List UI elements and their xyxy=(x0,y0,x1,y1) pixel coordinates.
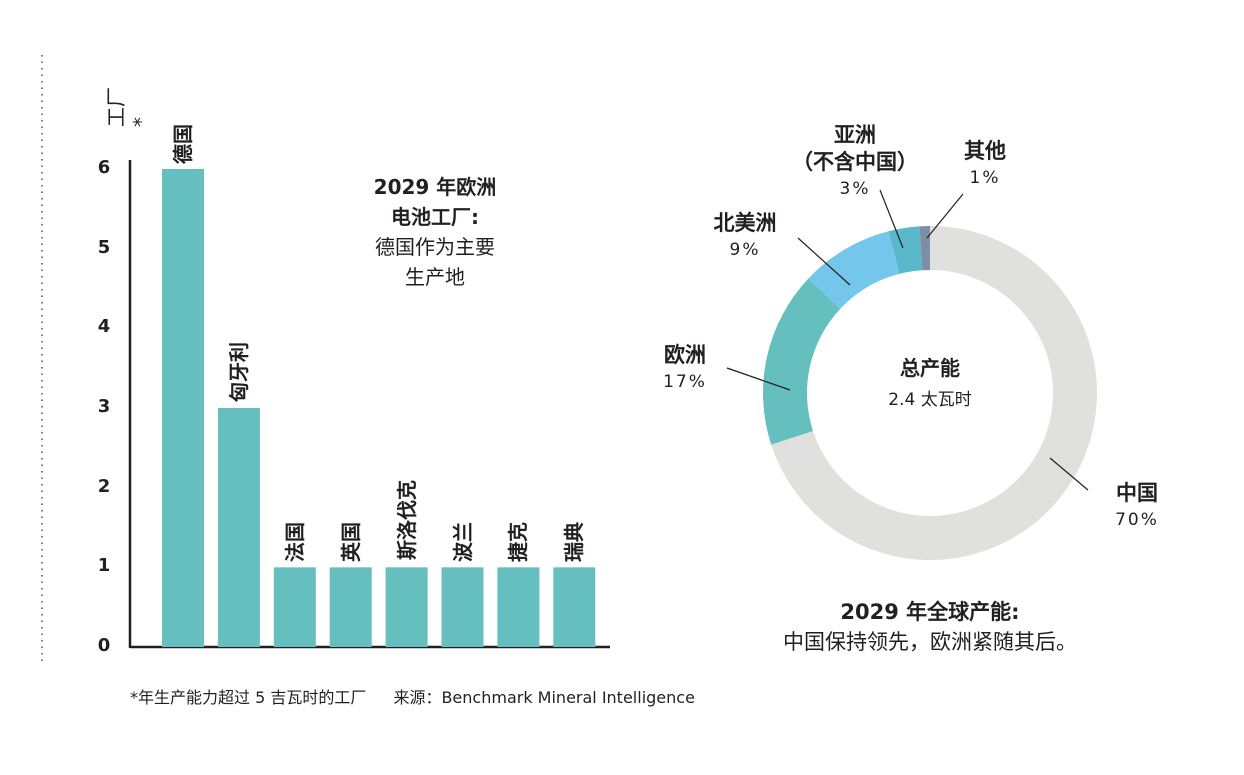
donut-title-block: 2029 年全球产能: 中国保持领先，欧洲紧随其后。 xyxy=(720,597,1140,657)
bar-波兰 xyxy=(441,567,484,647)
slice-name: 欧洲 xyxy=(664,343,706,367)
slice-percent: 17% xyxy=(663,372,707,392)
source: 来源：Benchmark Mineral Intelligence xyxy=(393,688,695,707)
y-tick-label: 4 xyxy=(97,316,111,338)
leader-line xyxy=(926,193,964,239)
slice-name: 中国 xyxy=(1116,481,1158,505)
donut-slice-亚洲 xyxy=(888,226,923,274)
slice-label-欧洲: 欧洲 17% xyxy=(640,342,730,396)
bar-label: 波兰 xyxy=(450,522,475,563)
slice-label-其他: 其他 1% xyxy=(940,138,1030,192)
bar-瑞典 xyxy=(553,567,596,647)
bar-法国 xyxy=(273,567,316,647)
y-tick-label: 2 xyxy=(97,475,111,497)
y-tick-label: 5 xyxy=(97,236,111,258)
leader-line xyxy=(797,237,851,286)
footer: *年生产能力超过 5 吉瓦时的工厂 来源：Benchmark Mineral I… xyxy=(130,684,695,708)
y-tick-label: 0 xyxy=(97,635,111,656)
leader-line xyxy=(879,189,904,249)
bar-chart-subtitle: 德国作为主要生产地 xyxy=(375,235,495,289)
bar-label: 英国 xyxy=(338,522,363,563)
leader-line xyxy=(1049,457,1089,491)
bar-label: 法国 xyxy=(282,522,307,563)
slice-percent: 70% xyxy=(1115,510,1159,530)
bar-chart-title: 2029 年欧洲电池工厂: xyxy=(373,175,497,229)
slice-name-note: （不含中国） xyxy=(792,150,918,174)
donut-title: 2029 年全球产能: xyxy=(840,600,1020,624)
slice-label-中国: 中国 70% xyxy=(1092,480,1182,534)
bar-label: 匈牙利 xyxy=(226,342,251,402)
slice-label-亚洲: 亚洲 （不含中国） 3% xyxy=(780,122,930,203)
slice-label-北美洲: 北美洲 9% xyxy=(700,210,790,264)
bar-label: 瑞典 xyxy=(562,522,587,563)
footnote: *年生产能力超过 5 吉瓦时的工厂 xyxy=(130,688,367,707)
donut-center-value: 2.4 太瓦时 xyxy=(888,390,972,410)
bar-英国 xyxy=(329,567,372,647)
slice-name: 亚洲 xyxy=(834,123,876,147)
donut-center: 总产能 2.4 太瓦时 xyxy=(830,352,1030,410)
y-tick-label: 6 xyxy=(97,157,111,178)
bar-label: 捷克 xyxy=(506,522,531,563)
bar-捷克 xyxy=(497,567,540,647)
slice-percent: 9% xyxy=(729,240,761,260)
donut-slice-北美洲 xyxy=(808,231,900,309)
slice-percent: 3% xyxy=(839,179,871,199)
y-axis-label: 工厂* xyxy=(104,87,153,127)
slice-name: 北美洲 xyxy=(713,211,777,235)
slice-name: 其他 xyxy=(964,139,1006,163)
bar-chart-title-block: 2029 年欧洲电池工厂: 德国作为主要生产地 xyxy=(345,172,525,292)
bar-label: 斯洛伐克 xyxy=(394,480,419,561)
slice-percent: 1% xyxy=(969,168,1001,188)
bar-匈牙利 xyxy=(217,408,260,647)
donut-center-title: 总产能 xyxy=(900,356,960,380)
y-tick-label: 1 xyxy=(97,555,111,577)
bar-德国 xyxy=(162,169,204,647)
donut-slice-欧洲 xyxy=(763,278,841,445)
bar-斯洛伐克 xyxy=(385,567,428,647)
leader-line xyxy=(726,367,791,391)
y-tick-label: 3 xyxy=(97,396,111,417)
donut-subtitle: 中国保持领先，欧洲紧随其后。 xyxy=(783,630,1077,654)
bar-label: 德国 xyxy=(171,124,195,164)
